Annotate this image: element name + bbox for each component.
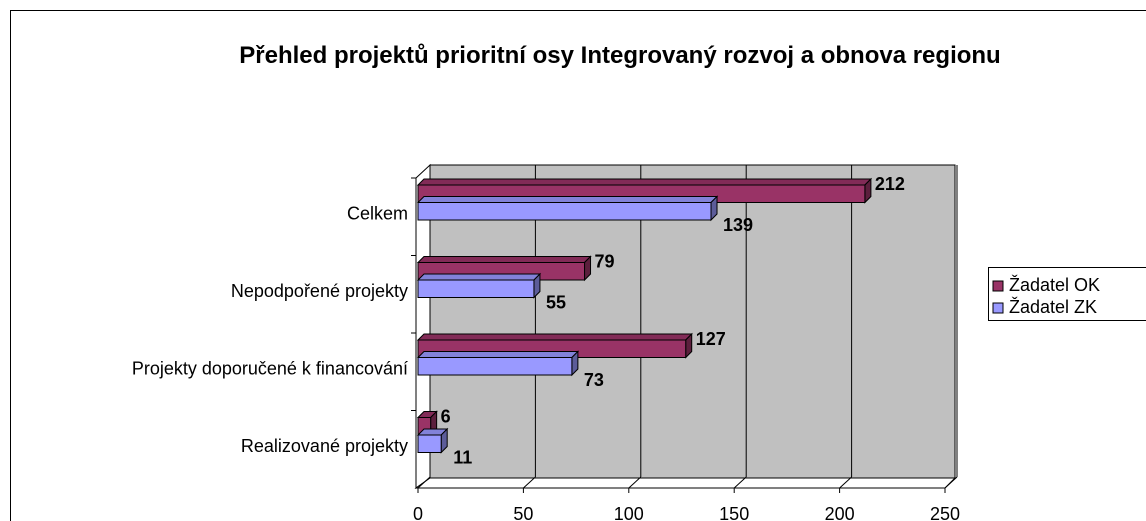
bar-top <box>416 196 719 203</box>
bar-top <box>416 273 542 281</box>
x-tick-label: 50 <box>513 504 533 521</box>
x-tick-label: 150 <box>719 504 749 521</box>
data-label: 79 <box>595 251 615 271</box>
bar-top <box>416 256 592 263</box>
chart-title: Přehled projektů prioritní osy Integrova… <box>239 42 1001 69</box>
x-tick-label: 100 <box>614 504 644 521</box>
y-tick-label: Realizované projekty <box>241 436 408 456</box>
legend-swatch <box>992 302 1004 314</box>
data-label: 212 <box>875 174 905 194</box>
data-label: 6 <box>441 406 451 426</box>
grid-line <box>733 476 747 489</box>
legend-label: Žadatel OK <box>1009 275 1100 295</box>
legend-swatch <box>992 280 1004 292</box>
floor <box>414 477 957 489</box>
data-label: 139 <box>723 215 753 235</box>
bar-top <box>416 178 873 186</box>
legend-label: Žadatel ZK <box>1009 297 1097 317</box>
bar <box>417 202 712 221</box>
bar <box>417 434 442 453</box>
grid-line <box>523 476 536 489</box>
grid-line <box>944 476 958 489</box>
grid-line <box>839 476 852 489</box>
bar <box>417 279 535 298</box>
data-label: 55 <box>546 292 566 312</box>
data-label: 73 <box>584 370 604 390</box>
x-tick-label: 200 <box>825 504 855 521</box>
x-tick-label: 0 <box>413 504 423 521</box>
y-tick-label: Projekty doporučené k financování <box>132 359 408 379</box>
grid-line <box>628 476 642 489</box>
bar <box>417 357 573 376</box>
bar-top <box>416 333 693 341</box>
data-label: 127 <box>696 329 726 349</box>
legend-box <box>988 267 1146 321</box>
bar-top <box>416 351 580 358</box>
y-tick-label: Nepodpořené projekty <box>231 281 408 301</box>
grid-line <box>417 476 431 489</box>
data-label: 11 <box>453 447 472 467</box>
y-tick-label: Celkem <box>347 204 408 224</box>
x-tick-label: 250 <box>930 504 960 521</box>
